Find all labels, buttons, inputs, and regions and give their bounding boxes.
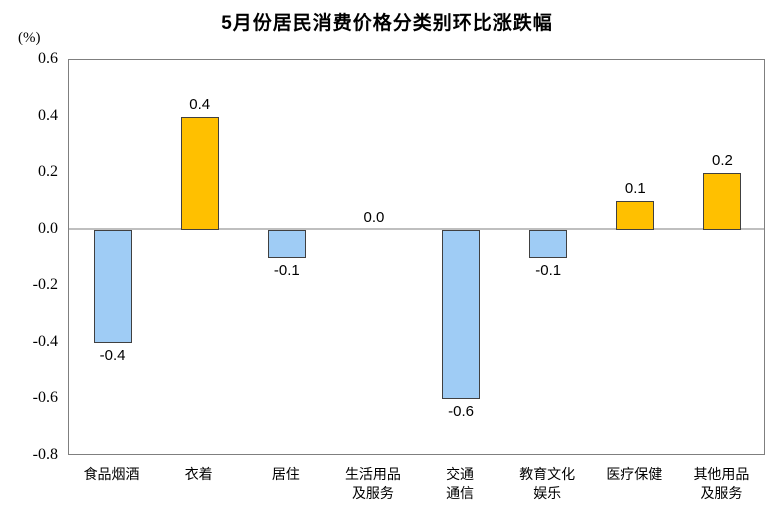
bar [442, 229, 481, 400]
y-tick-label: -0.6 [32, 389, 58, 407]
y-tick-label: 0.2 [38, 163, 58, 181]
category-label: 其他用品 及服务 [693, 466, 750, 501]
bar-value-label: 0.1 [624, 180, 646, 198]
bar [180, 116, 219, 230]
category-label: 教育文化 娱乐 [519, 466, 576, 501]
plot-area: -0.4 0.4 -0.1 0.0 -0.6 -0.1 0.1 0.2 [68, 59, 765, 455]
bar [267, 229, 306, 258]
category-label: 居住 [271, 466, 300, 482]
y-tick-label: 0.0 [38, 219, 58, 237]
chart-title: 5月份居民消费价格分类别环比涨跌幅 [221, 13, 553, 34]
bar-value-label: 0.4 [189, 95, 211, 113]
bar [703, 173, 742, 230]
x-axis-category-labels: 食品烟酒 衣着 居住 生活用品 及服务 交通 通信 教育文化 娱乐 医疗保健 其他用品 及服务 [68, 465, 765, 513]
bar [93, 229, 132, 343]
y-tick-label: 0.6 [38, 50, 58, 67]
bar-value-label: 0.2 [712, 152, 733, 170]
y-tick-label: -0.8 [32, 446, 58, 463]
category-label: 食品烟酒 [83, 466, 140, 482]
y-tick-label: 0.4 [38, 106, 58, 124]
category-label: 生活用品 及服务 [344, 466, 401, 501]
bar-value-label: -0.1 [273, 262, 300, 279]
y-axis-unit-label: (%) [18, 30, 41, 46]
bar [529, 229, 568, 258]
y-tick-label: -0.4 [32, 332, 58, 350]
bar-value-label: -0.6 [448, 403, 474, 421]
y-axis-tick-labels: 0.6 0.4 0.2 0.0 -0.2 -0.4 -0.6 -0.8 [0, 0, 58, 515]
category-label: 医疗保健 [606, 466, 663, 482]
category-label: 衣着 [184, 466, 213, 482]
bar-value-label: -0.1 [535, 262, 562, 279]
bar-value-label: 0.0 [363, 208, 385, 226]
category-label: 交通 通信 [446, 466, 475, 501]
y-tick-label: -0.2 [32, 276, 58, 294]
zero-axis-line [69, 228, 764, 231]
bar-value-label: -0.4 [99, 346, 126, 364]
bar [616, 201, 655, 230]
